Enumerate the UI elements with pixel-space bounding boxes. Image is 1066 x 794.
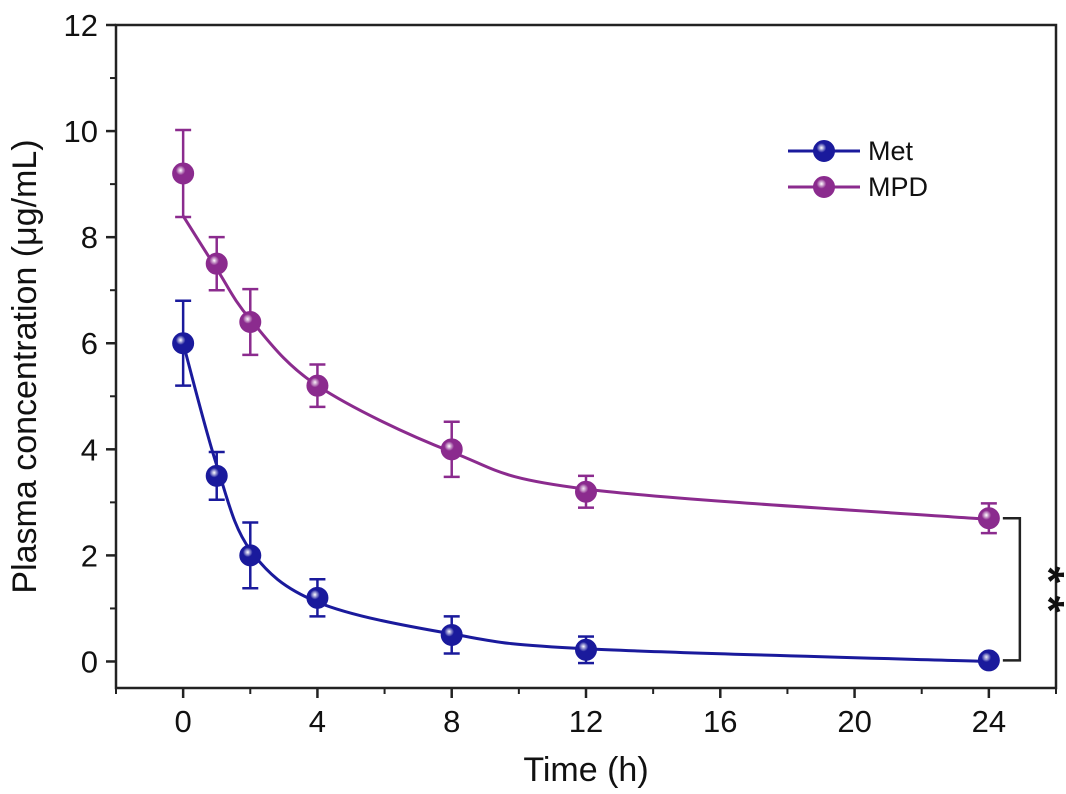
y-ticks: 0 2 4 6 8 10 12 (64, 8, 116, 679)
legend-item-mpd: MPD (788, 172, 928, 202)
data-point-mpd (440, 438, 463, 461)
y-tick-label-0: 0 (81, 644, 98, 679)
legend-label-mpd: MPD (868, 172, 928, 202)
x-ticks: 0 4 8 12 16 20 24 (115, 688, 1057, 739)
data-point-mpd (977, 507, 1000, 530)
data-point-met (575, 638, 597, 661)
data-point-mpd (575, 480, 597, 503)
data-point-met (440, 623, 463, 646)
fit-curve-mpd (181, 215, 989, 521)
x-tick-label-8: 8 (443, 704, 460, 739)
data-point-met (205, 464, 228, 487)
data-point-mpd (205, 252, 228, 275)
y-tick-label-4: 4 (81, 432, 98, 467)
x-tick-label-16: 16 (703, 704, 737, 739)
y-tick-label-6: 6 (81, 326, 98, 361)
series-layer (172, 128, 1000, 672)
x-axis-title: Time (h) (523, 751, 648, 789)
data-point-met (172, 332, 195, 355)
y-tick-label-12: 12 (64, 8, 98, 43)
x-tick-label-4: 4 (309, 704, 326, 739)
y-tick-label-2: 2 (81, 538, 98, 573)
y-tick-label-8: 8 (81, 220, 98, 255)
legend-item-met: Met (788, 136, 914, 166)
significance-bracket (1002, 517, 1022, 662)
data-point-met (239, 544, 262, 567)
x-tick-label-24: 24 (972, 704, 1006, 739)
y-axis-title: Plasma concentration (μg/mL) (6, 139, 44, 593)
legend-label-met: Met (868, 136, 914, 166)
data-point-met (306, 586, 329, 609)
significance-stars: * * (1024, 566, 1066, 613)
x-tick-label-0: 0 (175, 704, 192, 739)
x-tick-label-12: 12 (569, 704, 603, 739)
legend-marker-met (813, 140, 835, 162)
data-point-mpd (306, 374, 329, 397)
data-point-met (977, 649, 1000, 672)
significance-annotation: * * (1002, 517, 1066, 662)
series-met (172, 299, 1000, 672)
y-tick-label-10: 10 (64, 114, 98, 149)
legend-marker-mpd (813, 176, 835, 198)
data-point-mpd (239, 311, 262, 334)
series-mpd (172, 128, 1000, 535)
x-tick-label-20: 20 (837, 704, 871, 739)
legend: Met MPD (788, 136, 928, 202)
data-point-mpd (172, 162, 195, 185)
